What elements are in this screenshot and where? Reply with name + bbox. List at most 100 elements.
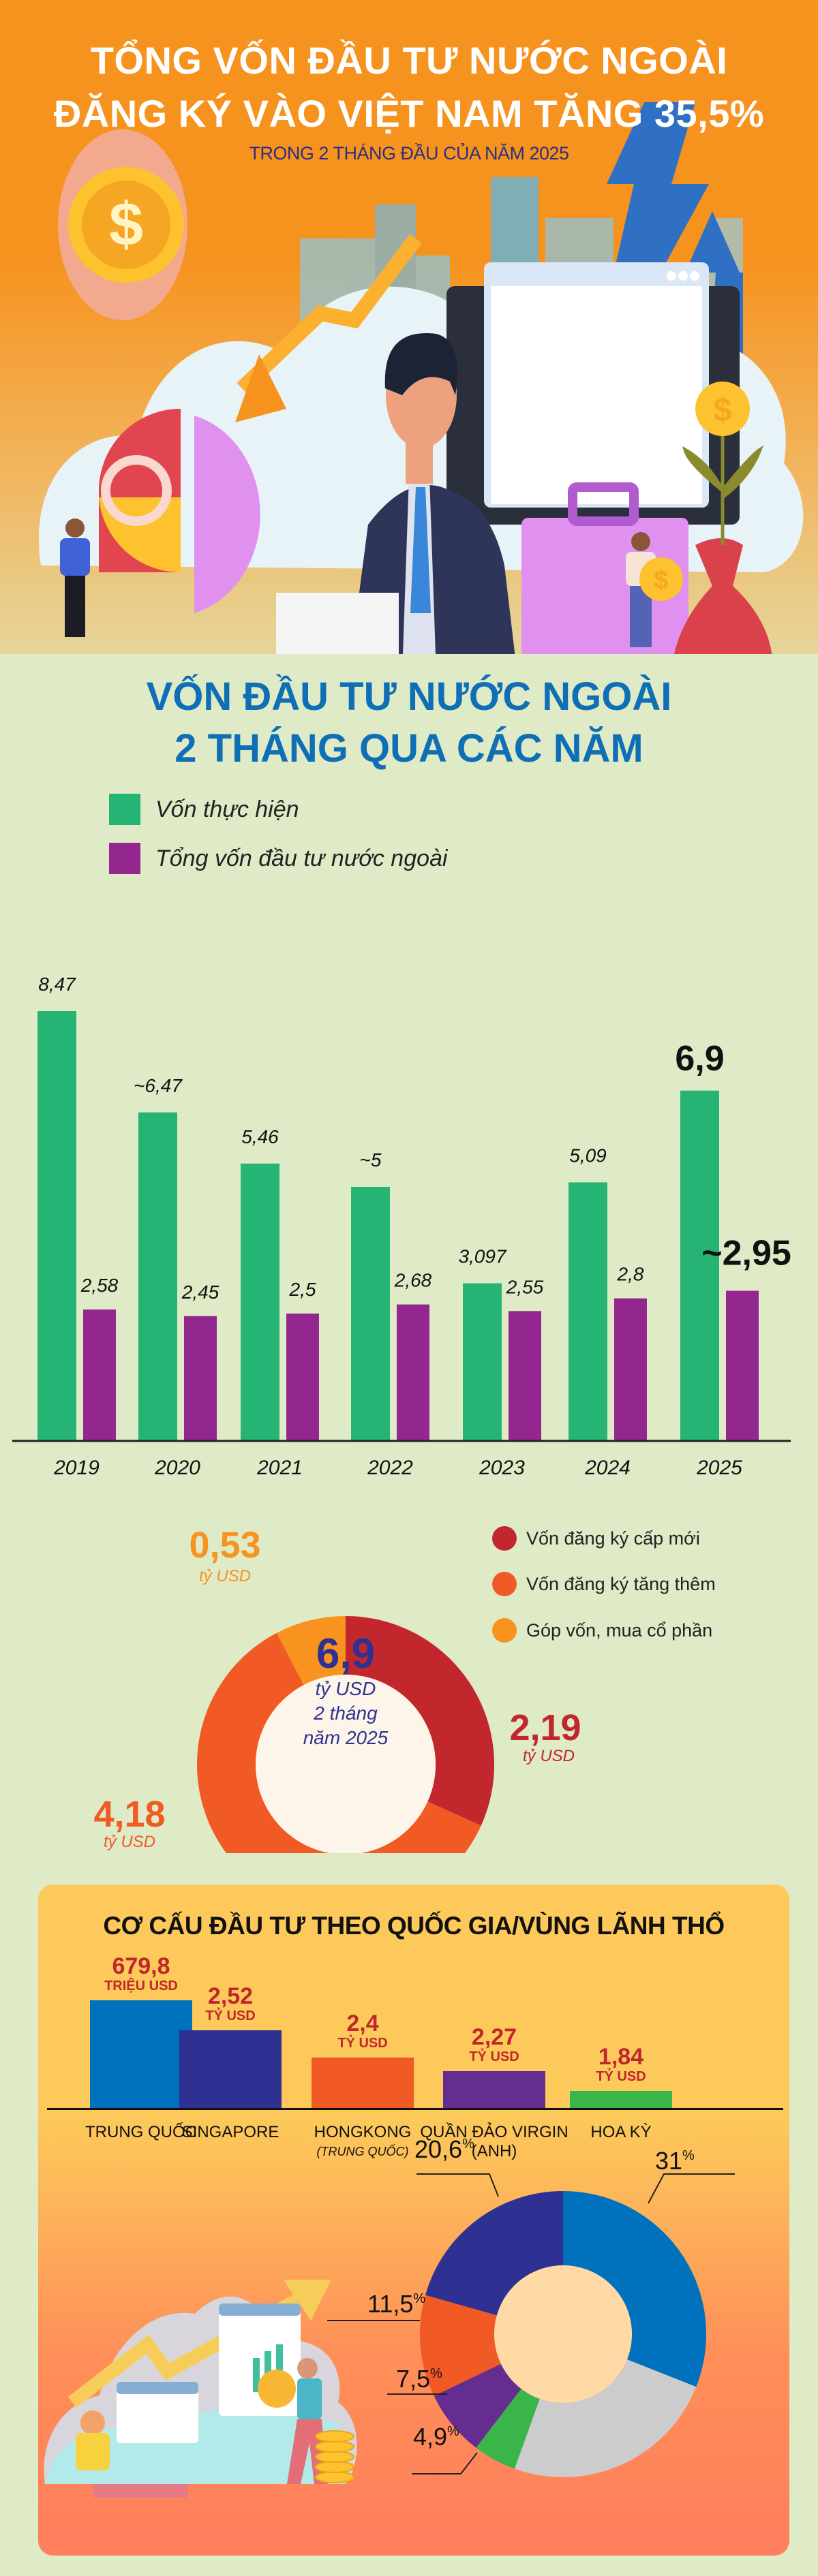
country-unit: TỶ USD (337, 2035, 388, 2051)
legend-swatch-purple (109, 843, 140, 874)
page-subtitle: TRONG 2 THÁNG ĐẦU CỦA NĂM 2025 (249, 143, 569, 164)
x-tick-label: 2025 (696, 1457, 742, 1479)
country-value: 2,27 (471, 2024, 517, 2051)
slice-unit: tỷ USD (103, 1833, 155, 1851)
bar-label-vonthuchien: 5,46 (241, 1126, 279, 1147)
x-tick-label: 2021 (256, 1457, 303, 1479)
money-bag-icon (674, 538, 772, 654)
leader-line (648, 2173, 735, 2204)
person-icon (60, 518, 90, 637)
section-title-line-1: VỐN ĐẦU TƯ NƯỚC NGOÀI (146, 674, 672, 719)
percent-sign: % (682, 2148, 695, 2163)
bar-label-vonthuchien: ~6,47 (134, 1075, 183, 1096)
country-name-label: QUẦN ĐẢO VIRGIN (ANH) (416, 2123, 573, 2161)
percent-value: 11,5 (367, 2290, 414, 2318)
leader-line (412, 2452, 478, 2474)
donut-center-value: 6,9 (316, 1630, 376, 1677)
bar-vonthuchien-2022 (351, 1187, 390, 1440)
bar-tongvon-2020 (184, 1316, 217, 1440)
bar-label-tongvon: 2,8 (617, 1264, 644, 1285)
donut-center-label: 6,9 tỷ USD 2 tháng năm 2025 (257, 1632, 434, 1750)
bar-label-vonthuchien: 8,47 (38, 974, 76, 995)
report-card-icon (117, 2382, 198, 2443)
country-name-label: SINGAPORE (152, 2123, 309, 2142)
title-line-1: TỔNG VỐN ĐẦU TƯ NƯỚC NGOÀI (90, 39, 728, 82)
section-title-line-2: 2 THÁNG QUA CÁC NĂM (175, 726, 643, 771)
country-value-label: 2,4 TỶ USD (291, 2011, 434, 2051)
bar-tongvon-2023 (509, 1311, 541, 1440)
legend-label: Vốn thực hiện (155, 796, 299, 822)
bar-label-tongvon: 2,45 (181, 1282, 219, 1303)
percent-label: 7,5% (396, 2365, 442, 2393)
bar-vonthuchien-2023 (463, 1283, 502, 1440)
percent-label: 11,5% (367, 2290, 425, 2318)
country-bar (570, 2090, 672, 2108)
country-bar (443, 2071, 545, 2108)
bar-tongvon-2022 (397, 1304, 429, 1440)
country-name: TRUNG QUỐC (85, 2123, 197, 2141)
country-value: 1,84 (598, 2043, 644, 2070)
capital-breakdown-section: 6,9 tỷ USD 2 tháng năm 2025 0,53 tỷ USD … (0, 1499, 818, 1853)
legend-item-new: Vốn đăng ký cấp mới (492, 1526, 700, 1551)
country-unit: TRIỆU USD (104, 1978, 178, 1993)
country-donut-slice-3 (434, 2363, 521, 2448)
slice-unit: tỷ USD (198, 1567, 251, 1585)
capital-donut-chart (197, 1616, 494, 1853)
country-structure-panel: CƠ CẤU ĐẦU TƯ THEO QUỐC GIA/VÙNG LÃNH TH… (38, 1884, 789, 2556)
legend-label: Tổng vốn đầu tư nước ngoài (155, 845, 448, 871)
legend-item-realized: Vốn thực hiện (109, 794, 299, 825)
country-value-label: 2,27 TỶ USD (423, 2025, 566, 2064)
country-value-label: 679,8 TRIỆU USD (70, 1954, 213, 1993)
country-donut-slice-4 (420, 2295, 501, 2396)
percent-value: 31 (655, 2147, 683, 2175)
legend-item-equity: Góp vốn, mua cổ phần (492, 1618, 712, 1643)
country-unit: TỶ USD (205, 2008, 256, 2024)
section-title: VỐN ĐẦU TƯ NƯỚC NGOÀI 2 THÁNG QUA CÁC NĂ… (0, 671, 818, 775)
bar-label-tongvon: ~2,95 (701, 1234, 791, 1273)
country-value: 679,8 (112, 1953, 170, 1979)
yearly-bar-chart: 8,47 2,58 2019 ~6,47 2,45 2020 5,46 2,5 2021 ~5 2,… (12, 974, 791, 1479)
slice-value-equity: 0,53 (189, 1525, 261, 1566)
bar-vonthuchien-2024 (569, 1182, 607, 1440)
bar-vonthuchien-2021 (241, 1163, 279, 1440)
svg-text:$: $ (714, 392, 732, 429)
x-tick-label: 2023 (479, 1457, 525, 1479)
country-donut-slice-5 (425, 2191, 563, 2316)
percent-label: 31% (655, 2147, 695, 2175)
donut-slice-1 (197, 1632, 481, 1853)
percent-sign: % (462, 2137, 474, 2152)
bar-label-vonthuchien: 3,097 (458, 1246, 506, 1267)
donut-hole (256, 1675, 436, 1853)
growth-illustration (44, 2280, 357, 2498)
country-name-label: TRUNG QUỐC (63, 2123, 219, 2142)
country-donut-slice-2 (476, 2389, 540, 2469)
country-value-label: 2,52 TỶ USD (159, 1984, 302, 2023)
slice-value-additional: 4,18 (93, 1794, 166, 1835)
bar-label-tongvon: 2,68 (394, 1270, 432, 1291)
hero-illustration: $ $ (38, 102, 804, 654)
donut-hole (494, 2265, 632, 2403)
bar-label-vonthuchien: 6,9 (675, 1039, 724, 1078)
bar-label-tongvon: 2,58 (80, 1275, 119, 1296)
country-unit: TỶ USD (469, 2049, 519, 2065)
country-axis-line (47, 2108, 783, 2110)
legend-dot-red (492, 1526, 517, 1551)
bar-label-vonthuchien: ~5 (360, 1149, 382, 1170)
svg-text:$: $ (654, 566, 668, 595)
x-tick-label: 2022 (367, 1457, 413, 1479)
percent-sign: % (413, 2291, 426, 2306)
svg-text:$: $ (109, 191, 143, 259)
donut-center-unit: tỷ USD (315, 1678, 376, 1699)
trend-arrow-icon (237, 234, 422, 394)
leader-line (416, 2173, 499, 2197)
bar-vonthuchien-2020 (138, 1112, 177, 1440)
person-icon (297, 2358, 318, 2378)
title-line-2: ĐĂNG KÝ VÀO VIỆT NAM TĂNG 35,5% (53, 92, 765, 135)
donut-slice-0 (346, 1616, 494, 1826)
country-bar (179, 2030, 282, 2108)
dollar-coin-icon (695, 382, 750, 436)
x-tick-label: 2020 (154, 1457, 200, 1479)
legend-swatch-green (109, 794, 140, 825)
country-name: HONGKONG (314, 2123, 412, 2141)
slice-unit: tỷ USD (522, 1747, 575, 1765)
